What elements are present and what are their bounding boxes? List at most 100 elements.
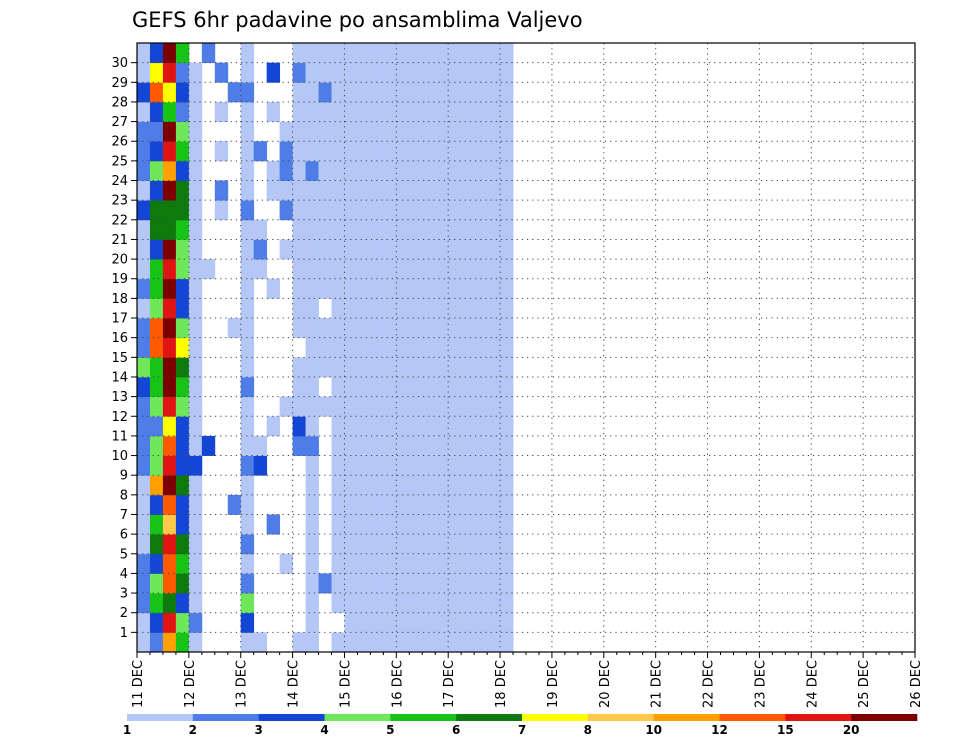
heatmap-cell — [149, 455, 164, 476]
heatmap-cell — [487, 376, 501, 398]
heatmap-cell — [357, 632, 371, 653]
heatmap-cell — [149, 534, 164, 555]
heatmap-cell — [305, 101, 319, 122]
heatmap-cell — [474, 298, 488, 319]
heatmap-cell — [162, 337, 177, 358]
heatmap-cell — [149, 612, 164, 633]
heatmap-cell — [422, 632, 436, 653]
heatmap-cell — [461, 573, 475, 594]
heatmap-cell — [409, 553, 423, 574]
heatmap-cell — [344, 593, 358, 614]
legend-swatch — [127, 714, 194, 721]
y-tick-label: 30 — [111, 56, 128, 71]
heatmap-cell — [175, 200, 190, 221]
x-tick-label: 14 DEC — [287, 660, 302, 708]
heatmap-cell — [331, 573, 345, 594]
heatmap-cell — [331, 298, 345, 319]
heatmap-cell — [305, 494, 319, 515]
heatmap-cell — [435, 82, 449, 103]
y-tick-label: 10 — [111, 449, 128, 464]
heatmap-cell — [175, 318, 190, 339]
heatmap-cell — [396, 416, 410, 437]
heatmap-cell — [279, 160, 293, 181]
heatmap-cell — [188, 357, 203, 378]
heatmap-cell — [422, 514, 436, 535]
heatmap-cell — [331, 101, 345, 122]
heatmap-cell — [344, 612, 358, 633]
heatmap-cell — [201, 43, 216, 64]
heatmap-cell — [162, 82, 177, 103]
heatmap-cell — [175, 180, 190, 201]
heatmap-cell — [188, 318, 203, 339]
heatmap-cell — [409, 259, 423, 280]
heatmap-cell — [344, 632, 358, 653]
heatmap-cell — [162, 101, 177, 122]
heatmap-cell — [292, 435, 306, 456]
heatmap-cell — [422, 534, 436, 555]
heatmap-cell — [137, 573, 151, 594]
heatmap-cell — [305, 160, 319, 181]
heatmap-cell — [357, 121, 371, 142]
heatmap-cell — [137, 435, 151, 456]
heatmap-cell — [214, 101, 229, 122]
heatmap-cell — [331, 376, 345, 398]
heatmap-cell — [409, 435, 423, 456]
y-tick-label: 15 — [111, 351, 128, 366]
x-tick-label: 18 DEC — [494, 660, 509, 708]
heatmap-cell — [188, 632, 203, 653]
heatmap-cell — [357, 593, 371, 614]
heatmap-cell — [474, 553, 488, 574]
heatmap-cell — [474, 337, 488, 358]
heatmap-cell — [500, 612, 514, 633]
heatmap-cell — [188, 121, 203, 142]
heatmap-cell — [162, 239, 177, 260]
heatmap-cell — [331, 455, 345, 476]
heatmap-cell — [188, 259, 203, 280]
y-tick-label: 19 — [111, 272, 128, 287]
heatmap-cell — [188, 337, 203, 358]
heatmap-cell — [175, 82, 190, 103]
heatmap-cell — [137, 416, 151, 437]
y-tick-label: 8 — [120, 488, 128, 503]
heatmap-cell — [318, 121, 332, 142]
heatmap-cell — [149, 121, 164, 142]
heatmap-cell — [149, 573, 164, 594]
heatmap-cell — [461, 534, 475, 555]
heatmap-cell — [240, 416, 255, 437]
heatmap-cell — [448, 259, 462, 280]
heatmap-cell — [435, 534, 449, 555]
heatmap-cell — [409, 239, 423, 260]
heatmap-cell — [188, 160, 203, 181]
heatmap-cell — [422, 259, 436, 280]
heatmap-cell — [448, 180, 462, 201]
heatmap-cell — [448, 318, 462, 339]
heatmap-cell — [461, 494, 475, 515]
y-tick-label: 11 — [111, 429, 128, 444]
heatmap-cell — [500, 180, 514, 201]
heatmap-cell — [500, 475, 514, 496]
heatmap-cell — [344, 278, 358, 299]
heatmap-cell — [162, 160, 177, 181]
heatmap-cell — [396, 278, 410, 299]
x-tick-label: 21 DEC — [650, 660, 665, 708]
legend-label: 20 — [843, 723, 860, 737]
heatmap-cell — [461, 337, 475, 358]
heatmap-cell — [461, 514, 475, 535]
heatmap-cell — [331, 494, 345, 515]
heatmap-cell — [162, 416, 177, 437]
heatmap-cell — [344, 553, 358, 574]
legend-label: 3 — [254, 723, 262, 737]
heatmap-cell — [175, 455, 190, 476]
heatmap-cell — [409, 121, 423, 142]
heatmap-cell — [357, 200, 371, 221]
heatmap-cell — [137, 593, 151, 614]
heatmap-cell — [357, 494, 371, 515]
heatmap-cell — [240, 298, 255, 319]
legend-label: 1 — [123, 723, 131, 737]
heatmap-cell — [500, 573, 514, 594]
heatmap-cell — [500, 101, 514, 122]
heatmap-cell — [396, 494, 410, 515]
heatmap-cell — [318, 573, 332, 594]
heatmap-cell — [175, 534, 190, 555]
x-tick-label: 15 DEC — [338, 660, 353, 708]
